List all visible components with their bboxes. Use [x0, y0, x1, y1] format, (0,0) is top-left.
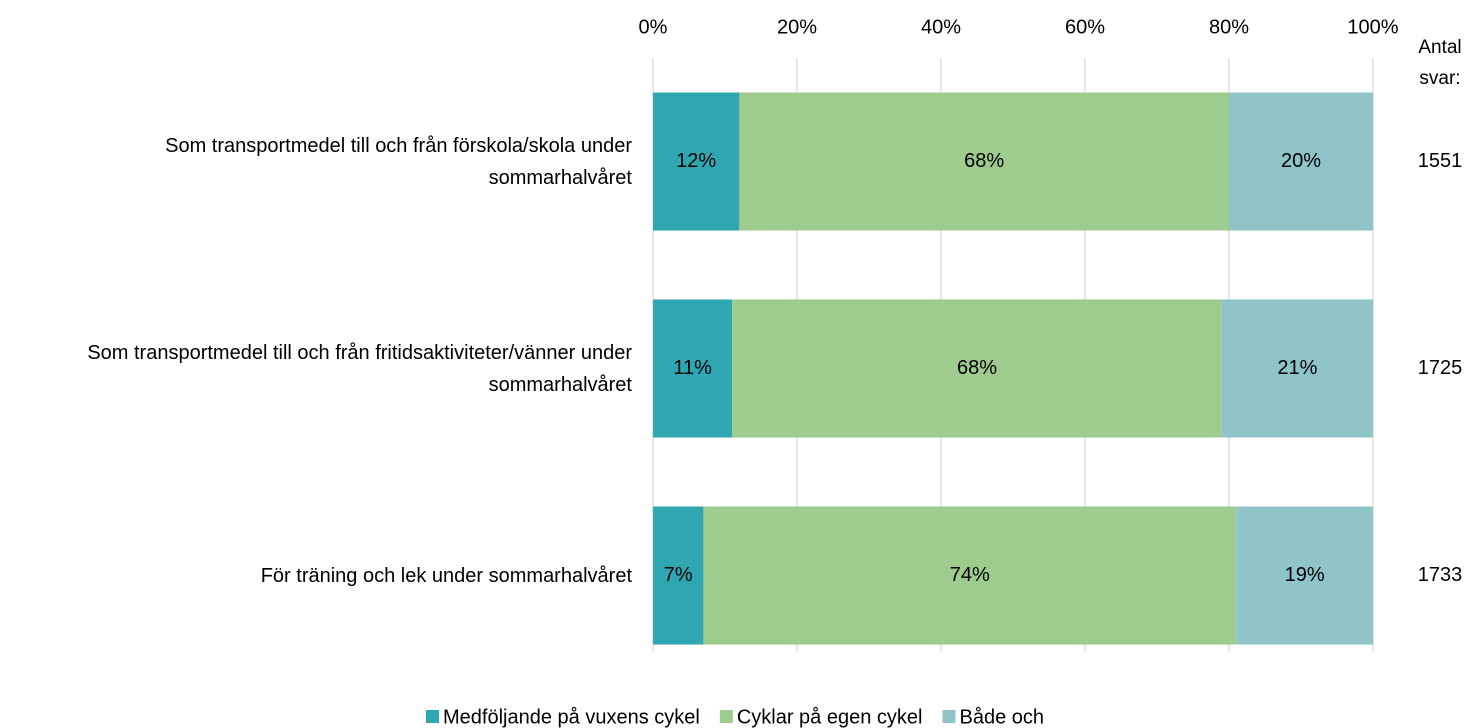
data-label: 74% [950, 564, 990, 586]
count-label: 1733 [1418, 564, 1463, 586]
bar-segment [1236, 506, 1373, 645]
bar-segment [1229, 92, 1373, 231]
data-label: 20% [1281, 150, 1321, 172]
category-label: För träning och lek under sommarhalvåret [260, 564, 632, 587]
x-tick-label: 80% [1209, 16, 1249, 38]
x-tick-label: 20% [777, 16, 817, 38]
legend-label: Både och [959, 706, 1044, 728]
count-label: 1551 [1418, 150, 1463, 172]
x-tick-label: 60% [1065, 16, 1105, 38]
data-label: 68% [957, 357, 997, 379]
count-label: 1725 [1418, 357, 1463, 379]
category-label: Som transportmedel till och från fritids… [87, 341, 632, 396]
legend-label: Medföljande på vuxens cykel [443, 706, 700, 728]
bar-segment [739, 92, 1229, 231]
bar-segment [1221, 299, 1373, 438]
data-label: 11% [673, 357, 712, 379]
legend-swatch [719, 710, 733, 723]
data-label: 7% [664, 564, 693, 586]
bar-segment [653, 92, 740, 231]
data-label: 19% [1285, 564, 1325, 586]
counts-header: Antal svar: [1418, 37, 1462, 89]
legend-label: Cyklar på egen cykel [737, 706, 923, 728]
category-label: Som transportmedel till och från förskol… [165, 134, 632, 189]
data-label: 12% [676, 150, 716, 172]
data-label: 21% [1277, 357, 1317, 379]
data-label: 68% [964, 150, 1004, 172]
legend-swatch [942, 710, 956, 723]
x-tick-label: 40% [921, 16, 961, 38]
legend-swatch [426, 710, 439, 723]
x-tick-label: 100% [1347, 16, 1398, 38]
bar-segment [653, 506, 704, 645]
bar-segment [653, 299, 733, 438]
bar-segment [732, 299, 1222, 438]
bar-segment [703, 506, 1237, 645]
x-tick-label: 0% [639, 16, 668, 38]
